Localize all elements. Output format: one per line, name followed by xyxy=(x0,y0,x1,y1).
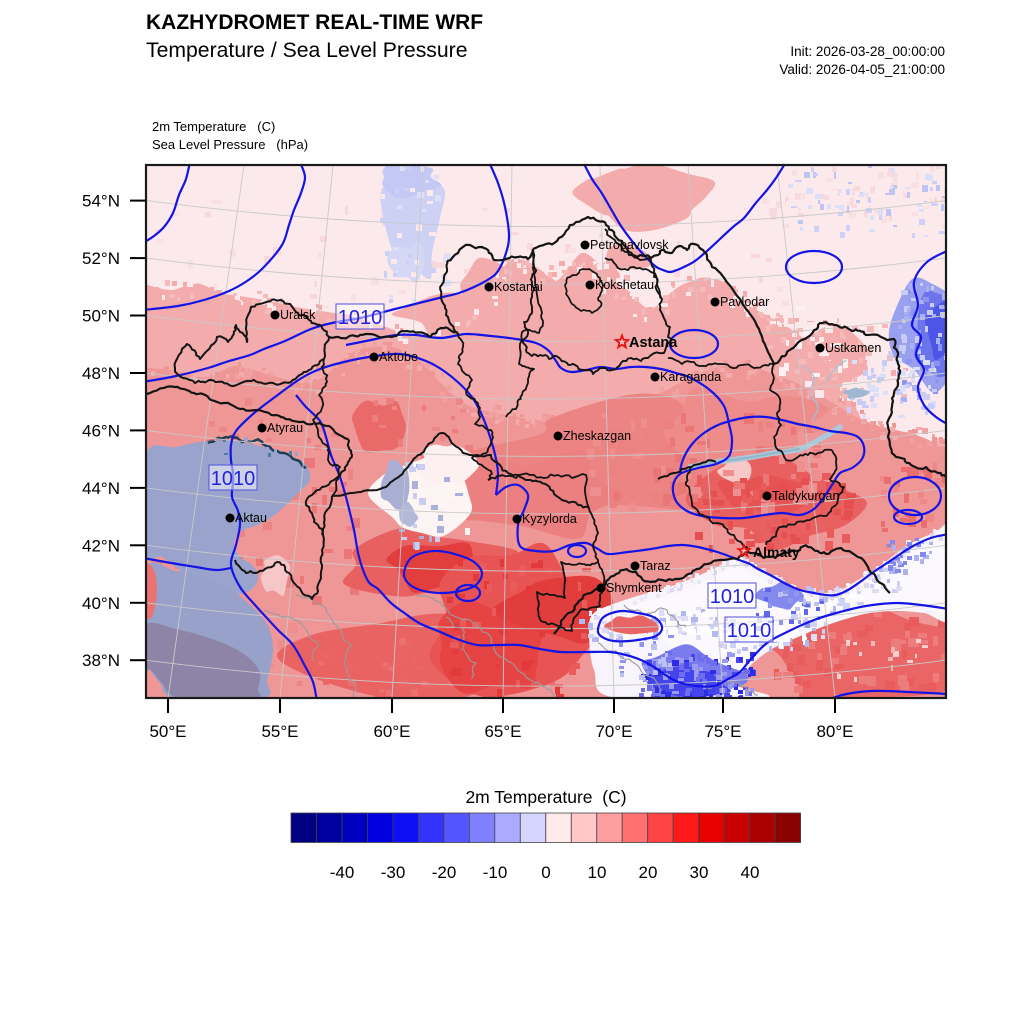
svg-text:40°N: 40°N xyxy=(82,594,120,613)
svg-text:Petropavlovsk: Petropavlovsk xyxy=(590,238,669,252)
svg-text:65°E: 65°E xyxy=(484,722,521,741)
svg-text:54°N: 54°N xyxy=(82,192,120,211)
svg-text:Aktobe: Aktobe xyxy=(379,350,418,364)
svg-text:Shymkent: Shymkent xyxy=(606,581,662,595)
svg-text:2m Temperature (C): 2m Temperature (C) xyxy=(152,119,275,134)
svg-text:Temperature / Sea Level Pressu: Temperature / Sea Level Pressure xyxy=(146,39,468,62)
svg-text:50°E: 50°E xyxy=(149,722,186,741)
svg-text:Valid: 2026-04-05_21:00:00: Valid: 2026-04-05_21:00:00 xyxy=(779,62,945,77)
svg-text:Init: 2026-03-28_00:00:00: Init: 2026-03-28_00:00:00 xyxy=(790,44,945,59)
svg-text:Taraz: Taraz xyxy=(640,559,671,573)
svg-text:Kostanai: Kostanai xyxy=(494,280,543,294)
svg-text:Almaty: Almaty xyxy=(753,544,800,560)
svg-text:42°N: 42°N xyxy=(82,536,120,555)
svg-text:Zheskazgan: Zheskazgan xyxy=(563,429,631,443)
svg-text:-20: -20 xyxy=(432,863,457,882)
svg-text:Karaganda: Karaganda xyxy=(660,370,721,384)
svg-text:75°E: 75°E xyxy=(704,722,741,741)
svg-text:46°N: 46°N xyxy=(82,421,120,440)
svg-text:Pavlodar: Pavlodar xyxy=(720,295,769,309)
svg-text:Uralsk: Uralsk xyxy=(280,308,316,322)
svg-text:Astana: Astana xyxy=(629,335,678,351)
svg-text:10: 10 xyxy=(588,863,607,882)
svg-text:1010: 1010 xyxy=(710,586,755,608)
svg-text:55°E: 55°E xyxy=(261,722,298,741)
svg-text:20: 20 xyxy=(639,863,658,882)
svg-text:Ustkamen: Ustkamen xyxy=(825,341,881,355)
svg-text:50°N: 50°N xyxy=(82,307,120,326)
svg-text:Kokshetau: Kokshetau xyxy=(595,278,654,292)
svg-text:-40: -40 xyxy=(330,863,355,882)
svg-text:40: 40 xyxy=(741,863,760,882)
svg-text:38°N: 38°N xyxy=(82,651,120,670)
svg-text:Atyrau: Atyrau xyxy=(267,421,303,435)
svg-text:52°N: 52°N xyxy=(82,249,120,268)
svg-text:60°E: 60°E xyxy=(373,722,410,741)
svg-text:30: 30 xyxy=(690,863,709,882)
svg-text:-10: -10 xyxy=(483,863,508,882)
svg-text:1010: 1010 xyxy=(338,307,383,329)
svg-text:KAZHYDROMET REAL-TIME WRF: KAZHYDROMET REAL-TIME WRF xyxy=(146,11,483,34)
svg-text:2m Temperature (C): 2m Temperature (C) xyxy=(465,787,626,807)
svg-text:Aktau: Aktau xyxy=(235,511,267,525)
svg-text:Sea Level Pressure (hPa): Sea Level Pressure (hPa) xyxy=(152,137,308,152)
svg-text:Taldykurgan: Taldykurgan xyxy=(772,489,839,503)
svg-text:44°N: 44°N xyxy=(82,479,120,498)
svg-text:Kyzylorda: Kyzylorda xyxy=(522,512,577,526)
svg-text:48°N: 48°N xyxy=(82,364,120,383)
svg-text:80°E: 80°E xyxy=(816,722,853,741)
svg-text:1010: 1010 xyxy=(211,468,256,490)
svg-text:0: 0 xyxy=(541,863,550,882)
svg-text:70°E: 70°E xyxy=(595,722,632,741)
svg-text:1010: 1010 xyxy=(727,620,772,642)
svg-text:-30: -30 xyxy=(381,863,406,882)
